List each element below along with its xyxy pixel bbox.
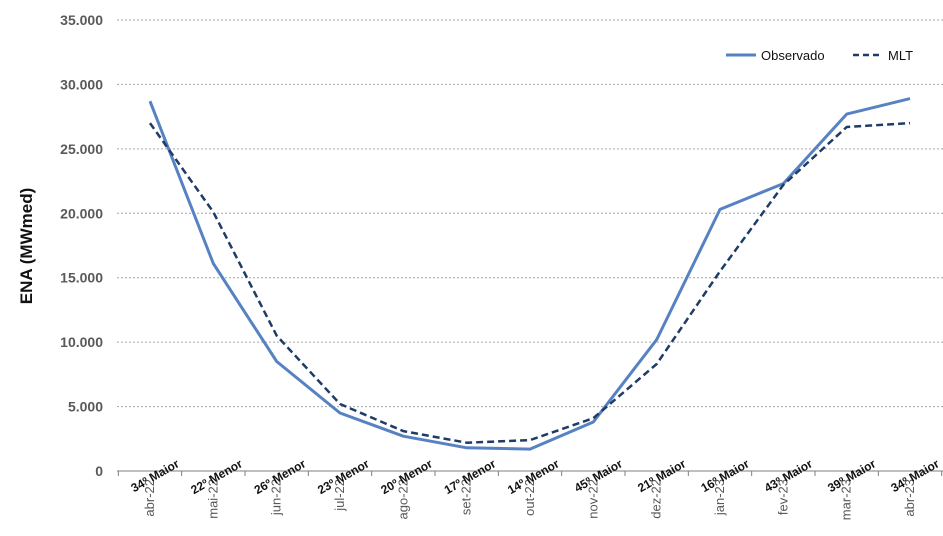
x-tick-label: jul-22 (332, 479, 347, 512)
x-tick-label: fev-23 (775, 479, 790, 515)
x-tick-label: jan-23 (712, 479, 727, 516)
x-tick-label: set-22 (459, 479, 474, 515)
y-axis-ticks: 0 5.000 10.000 15.000 20.000 25.000 30.000 35.0… (60, 12, 103, 479)
x-tick-label: mar-23 (839, 479, 854, 520)
series-lines (148, 97, 911, 451)
y-tick-label: 15.000 (60, 270, 103, 286)
x-tick-label: mai-22 (205, 479, 220, 519)
y-tick-label: 0 (95, 463, 103, 479)
y-tick-label: 20.000 (60, 205, 103, 221)
grid-lines (117, 19, 943, 408)
legend-label-mlt: MLT (888, 48, 913, 63)
legend: Observado MLT (726, 48, 913, 63)
series-line-observado (148, 97, 911, 451)
x-tick-label: nov-22 (585, 479, 600, 519)
y-tick-label: 35.000 (60, 12, 103, 28)
series-line-mlt (148, 121, 911, 444)
x-tick-label: dez-22 (649, 479, 664, 519)
y-tick-label: 10.000 (60, 334, 103, 350)
x-tick-label: abr-23 (902, 479, 917, 517)
y-axis-title: ENA (MWmed) (17, 188, 36, 304)
x-tick-label: out-22 (522, 479, 537, 516)
x-tick-label: abr-22 (142, 479, 157, 517)
x-tick-label: jun-22 (269, 479, 284, 516)
y-tick-label: 5.000 (68, 399, 103, 415)
x-tick-label: ago-22 (395, 479, 410, 519)
y-tick-label: 30.000 (60, 76, 103, 92)
y-tick-label: 25.000 (60, 141, 103, 157)
legend-label-observado: Observado (761, 48, 825, 63)
